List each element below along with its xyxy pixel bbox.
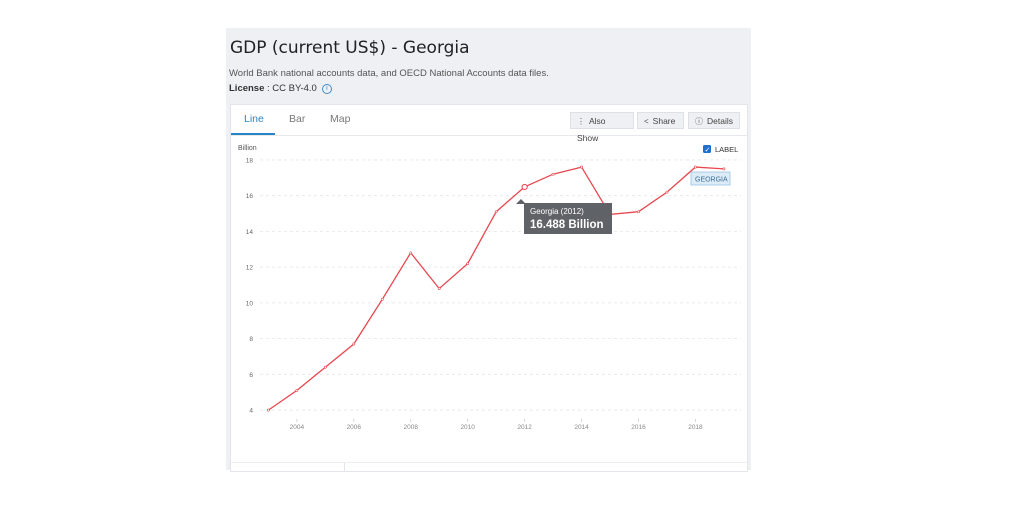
tooltip: Georgia (2012) 16.488 Billion (516, 199, 612, 234)
y-tick-label: 4 (249, 408, 253, 415)
x-tick-label: 2016 (631, 424, 646, 431)
also-show-button[interactable]: ⋮ Also Show (570, 112, 634, 143)
data-point (665, 190, 669, 194)
y-tick-label: 14 (246, 229, 254, 236)
data-point (380, 297, 384, 301)
data-point (295, 389, 299, 392)
also-show-label: Also Show (577, 116, 606, 143)
data-point (352, 342, 356, 346)
y-tick-label: 10 (246, 300, 254, 307)
y-axis-label: Billion (238, 145, 257, 152)
x-tick-label: 2018 (688, 424, 703, 431)
x-axis-ticks: 2004 2006 2008 2010 2012 2014 2016 2018 (290, 419, 703, 431)
data-point (437, 287, 441, 290)
active-tab-indicator (231, 133, 275, 135)
tooltip-pointer (516, 199, 526, 204)
data-point (266, 408, 270, 412)
vertical-ellipsis-icon: ⋮ (577, 117, 585, 126)
details-label: Details (707, 116, 733, 126)
chart-grid (260, 159, 741, 411)
tab-line[interactable]: Line (244, 113, 264, 125)
series-label: GEORGIA (695, 177, 728, 184)
x-tick-label: 2008 (404, 424, 419, 431)
y-axis-ticks: 4 6 8 10 12 14 16 18 (246, 157, 254, 414)
x-tick-label: 2006 (347, 424, 362, 431)
y-tick-label: 12 (246, 265, 254, 272)
x-tick-label: 2012 (517, 424, 532, 431)
chart-tabs: Line Bar Map ⋮ Also Show < Share ⓘ Details (231, 105, 747, 143)
tab-bar[interactable]: Bar (289, 113, 306, 125)
data-point (494, 210, 498, 214)
data-point (466, 262, 470, 265)
y-tick-label: 16 (246, 193, 254, 200)
source-note: World Bank national accounts data, and O… (229, 68, 549, 79)
data-point (722, 167, 726, 171)
data-point (323, 365, 327, 369)
data-point (637, 210, 640, 214)
label-toggle-text: LABEL (715, 145, 738, 154)
series-line (268, 166, 724, 411)
y-tick-label: 8 (249, 336, 253, 343)
y-tick-label: 18 (246, 157, 254, 164)
highlight-point (521, 183, 528, 191)
data-point (694, 165, 697, 169)
license-line: License : CC BY-4.0 i (229, 83, 332, 94)
tab-map[interactable]: Map (330, 113, 351, 125)
share-label: Share (652, 116, 676, 126)
chart-panel: GDP (current US$) - Georgia World Bank n… (226, 28, 751, 472)
page-title: GDP (current US$) - Georgia (230, 38, 470, 58)
share-button[interactable]: < Share (637, 112, 684, 129)
checkmark-icon: ✓ (705, 146, 711, 154)
data-point (409, 251, 413, 255)
chart-card: Line Bar Map ⋮ Also Show < Share ⓘ Details … (230, 104, 748, 472)
info-icon[interactable]: i (321, 84, 332, 94)
label-checkbox[interactable] (703, 145, 711, 153)
x-tick-label: 2004 (290, 424, 305, 431)
tooltip-value: 16.488 Billion (530, 219, 604, 231)
x-tick-label: 2010 (460, 424, 475, 431)
license-label: License (229, 83, 265, 94)
bottom-strip (231, 462, 747, 471)
y-tick-label: 6 (249, 372, 253, 379)
details-button[interactable]: ⓘ Details (688, 112, 740, 129)
x-tick-label: 2014 (574, 424, 589, 431)
series-label-box (690, 171, 731, 186)
details-info-icon: ⓘ (695, 117, 703, 126)
license-value: : CC BY-4.0 (264, 83, 317, 94)
data-point (551, 172, 555, 176)
series-group (266, 165, 726, 412)
bottom-divider (344, 463, 345, 471)
share-icon: < (644, 117, 649, 126)
tooltip-box (524, 203, 612, 234)
tooltip-title: Georgia (2012) (530, 207, 584, 216)
data-point (580, 165, 583, 169)
